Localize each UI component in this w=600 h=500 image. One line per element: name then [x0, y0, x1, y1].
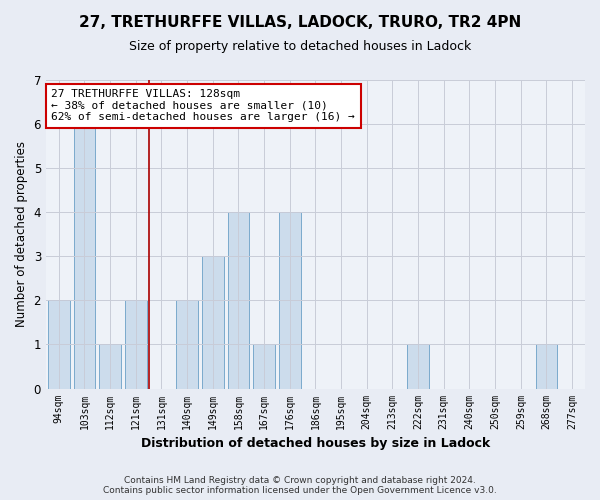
Text: Contains HM Land Registry data © Crown copyright and database right 2024.
Contai: Contains HM Land Registry data © Crown c… — [103, 476, 497, 495]
Bar — [253, 344, 275, 389]
Bar — [227, 212, 250, 388]
Text: 27, TRETHURFFE VILLAS, LADOCK, TRURO, TR2 4PN: 27, TRETHURFFE VILLAS, LADOCK, TRURO, TR… — [79, 15, 521, 30]
Bar — [99, 344, 121, 389]
Bar — [74, 124, 95, 388]
Bar — [176, 300, 198, 388]
Bar — [202, 256, 224, 388]
Text: Size of property relative to detached houses in Ladock: Size of property relative to detached ho… — [129, 40, 471, 53]
Bar — [48, 300, 70, 388]
Text: 27 TRETHURFFE VILLAS: 128sqm
← 38% of detached houses are smaller (10)
62% of se: 27 TRETHURFFE VILLAS: 128sqm ← 38% of de… — [52, 90, 355, 122]
Bar — [407, 344, 429, 389]
Bar — [279, 212, 301, 388]
Bar — [536, 344, 557, 389]
Y-axis label: Number of detached properties: Number of detached properties — [15, 142, 28, 328]
X-axis label: Distribution of detached houses by size in Ladock: Distribution of detached houses by size … — [141, 437, 490, 450]
Bar — [125, 300, 146, 388]
